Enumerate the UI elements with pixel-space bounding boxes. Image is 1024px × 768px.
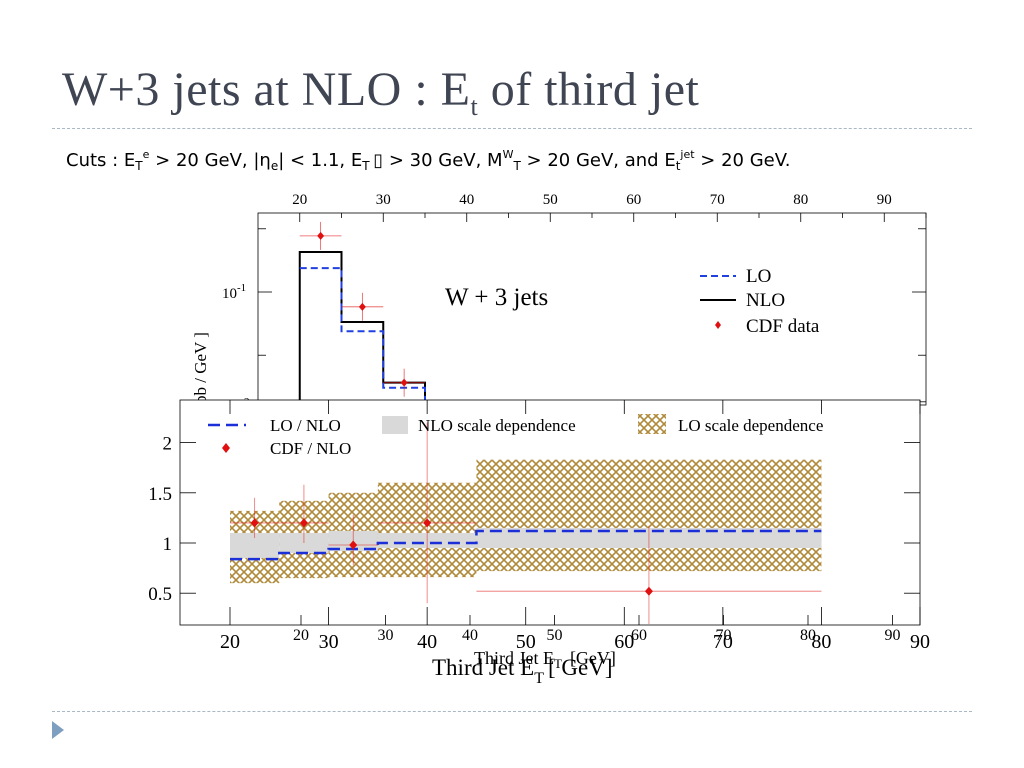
cuts-jet-sub: t — [675, 159, 681, 173]
slide-title: W+3 jets at NLO : Et of third jet — [62, 62, 699, 122]
footer-divider — [52, 711, 972, 712]
upper-top-tick-label: 20 — [292, 192, 307, 208]
ytick-base: 10 — [222, 286, 237, 302]
upper-top-tick-label: 80 — [793, 192, 808, 208]
nlo-scale-band — [377, 532, 428, 549]
x-label-part: T — [534, 670, 544, 687]
cuts-met-glyph: ▯ — [369, 150, 384, 171]
cuts-after-eta: | < 1.1, E — [278, 150, 363, 171]
cuts-tail: > 20 GeV. — [694, 150, 791, 171]
legend-cdf-label: CDF data — [746, 316, 820, 337]
upper-y-tick-label: 10-1 — [222, 282, 246, 302]
lower-x-tick-label: 20 — [220, 631, 240, 653]
upper-top-tick-label: 30 — [376, 192, 391, 208]
lower-y-tick-label: 0.5 — [148, 584, 172, 605]
cuts-jet-sup: jet — [680, 148, 695, 161]
lower-x-tick-label: 80 — [811, 631, 831, 653]
lower-ghost-tick-label: 80 — [800, 627, 816, 644]
lower-x-axis-label: Third Jet ET[ GeV] — [432, 655, 612, 687]
cuts-et-sup: e — [142, 148, 150, 161]
legend-cdf-nlo-marker — [222, 443, 230, 453]
cuts-mw-sub: T — [513, 159, 521, 173]
cdf-ratio-point — [423, 518, 432, 528]
cdf-ratio-point — [349, 540, 358, 550]
lower-x-tick-label: 40 — [417, 631, 437, 653]
ghost-x-label-part: Third Jet E — [474, 648, 554, 668]
lower-ghost-tick-label: 70 — [716, 627, 732, 644]
x-label-part: [ GeV] — [548, 655, 613, 680]
upper-top-tick-label: 90 — [877, 192, 892, 208]
lower-ghost-x-label: Third Jet ET [GeV] — [474, 648, 616, 671]
lo-scale-band — [377, 482, 428, 578]
legend-lo-nlo-label: LO / NLO — [270, 416, 341, 435]
slide-bullet-icon — [52, 721, 64, 739]
lower-y-tick-label: 2 — [163, 434, 173, 455]
cdf-data-point — [317, 231, 325, 240]
lower-y-tick-label: 1 — [163, 534, 173, 555]
legend-nlo-band-label: NLO scale dependence — [418, 416, 576, 435]
title-divider — [52, 128, 972, 129]
legend-cdf-nlo-label: CDF / NLO — [270, 439, 351, 458]
legend-cdf-marker — [715, 321, 721, 329]
title-rest: of third jet — [478, 63, 700, 116]
lower-ghost-tick-label: 30 — [378, 627, 394, 644]
cdf-ratio-point — [644, 586, 653, 596]
cuts-eta-sub: e — [270, 159, 279, 173]
cdf-ratio-point — [250, 518, 259, 528]
lower-ghost-tick-label: 90 — [885, 627, 901, 644]
lower-ghost-tick-label: 50 — [547, 627, 563, 644]
cuts-prefix: Cuts : E — [66, 150, 136, 171]
title-main: W+3 jets at NLO : E — [62, 63, 471, 116]
nlo-scale-band — [427, 532, 477, 549]
ytick-exponent: -1 — [237, 282, 246, 294]
upper-top-tick-label: 70 — [710, 192, 725, 208]
cuts-after-et: > 20 GeV, |η — [149, 150, 271, 171]
lower-y-tick-label: 1.5 — [148, 484, 172, 505]
lower-x-tick-label: 70 — [713, 631, 733, 653]
cuts-after-met: > 30 GeV, M — [383, 150, 503, 171]
upper-chart-title: W + 3 jets — [445, 284, 548, 311]
lower-x-tick-label: 50 — [516, 631, 536, 653]
cuts-after-mw: > 20 GeV, and E — [520, 150, 676, 171]
upper-top-tick-label: 60 — [626, 192, 641, 208]
cuts-met-sub: T — [362, 159, 370, 173]
cuts-mw-sup: W — [502, 148, 514, 161]
legend-nlo-label: NLO — [746, 290, 785, 311]
legend-nlo-band-swatch — [382, 416, 408, 434]
ghost-x-label-part: T — [554, 656, 562, 671]
cuts-text: Cuts : ETe > 20 GeV, |ηe| < 1.1, ET ▯ > … — [66, 148, 790, 173]
lower-x-tick-label: 60 — [614, 631, 634, 653]
legend-lo-label: LO — [746, 266, 771, 287]
cdf-ratio-point — [299, 518, 308, 528]
lo-scale-band — [427, 482, 477, 578]
title-sub: t — [470, 92, 479, 121]
upper-frame — [257, 212, 927, 406]
cdf-data-point — [358, 302, 366, 311]
lower-x-tick-label: 30 — [319, 631, 339, 653]
lower-x-tick-label: 90 — [910, 631, 930, 653]
legend-lo-band-swatch — [638, 414, 666, 434]
ghost-x-label-part: [GeV] — [570, 648, 616, 668]
lower-ghost-tick-label: 40 — [462, 627, 478, 644]
x-label-part: Third Jet E — [432, 655, 534, 680]
lower-ghost-tick-label: 20 — [293, 627, 309, 644]
upper-y-axis-label: pb / GeV ] — [191, 332, 210, 404]
cdf-data-point — [400, 378, 408, 387]
lower-ghost-tick-label: 60 — [631, 627, 647, 644]
cuts-et-sub: T — [135, 159, 143, 173]
upper-top-tick-label: 50 — [543, 192, 558, 208]
upper-top-tick-label: 40 — [459, 192, 474, 208]
legend-lo-band-label: LO scale dependence — [678, 416, 823, 435]
